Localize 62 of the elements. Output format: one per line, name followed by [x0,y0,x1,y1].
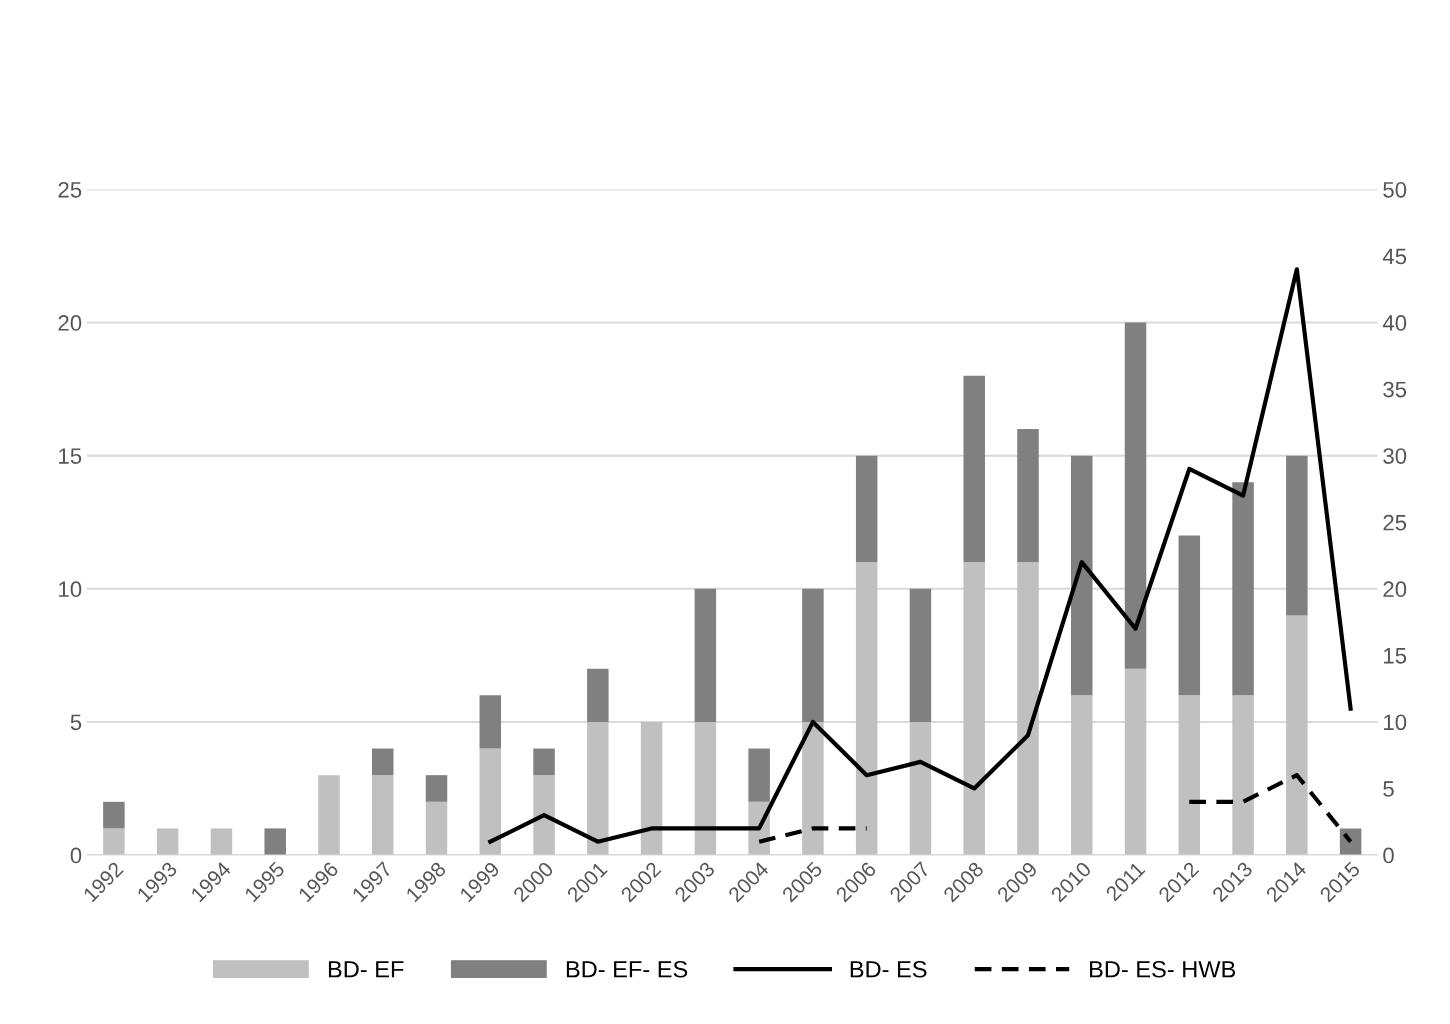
bar [425,775,448,802]
bar [802,588,824,722]
legend-label: BD- EF- ES [566,960,688,978]
bar [103,828,125,856]
bar [748,748,770,802]
bar [479,748,502,856]
y2-tick-label: 10 [1384,714,1407,731]
bar [371,748,394,776]
bar [264,828,286,856]
y2-tick-label: 30 [1383,448,1407,464]
legend-label: BD- EF [328,961,404,978]
y2-tick-label: 20 [1383,581,1407,598]
bar [156,828,179,856]
legend-label: BD- ES- HWB [1090,960,1236,978]
bar [425,801,448,856]
bar [479,695,502,749]
bar [1232,482,1254,696]
bar [1017,429,1039,563]
bar [103,801,125,829]
bar [1124,322,1147,669]
bar [855,562,878,856]
bar [371,775,394,856]
bar [533,748,555,776]
bar [694,588,717,722]
y-tick-label: 25 [58,181,82,198]
bar [909,721,932,856]
y2-tick-label: 5 [1383,781,1394,797]
bar [1178,695,1201,856]
y-tick-label: 5 [70,714,82,731]
bar [963,375,985,563]
bar [1071,695,1093,856]
y2-tick-label: 15 [1384,648,1407,664]
bar [1124,668,1147,856]
bar [1017,562,1039,856]
bar [855,455,878,563]
bar [533,775,555,856]
bar [909,588,932,722]
bar [587,668,609,722]
bar [318,775,340,856]
y-tick-label: 0 [70,847,82,864]
y-tick-label: 15 [59,448,82,464]
bar [1232,695,1254,856]
y2-tick-label: 25 [1383,514,1407,531]
y2-tick-label: 0 [1383,847,1394,864]
line-series [488,267,1353,844]
bar [694,721,717,856]
bar [1286,455,1308,616]
bar [210,828,233,856]
bar [963,562,985,856]
y-tick-label: 10 [59,581,82,598]
y2-tick-label: 40 [1382,315,1407,331]
y2-tick-label: 45 [1382,248,1407,265]
y-tick-label: 20 [58,315,82,331]
bar [640,721,663,856]
bar [1178,535,1201,696]
legend-label: BD- ES [850,960,927,978]
bar [1071,455,1093,696]
y2-tick-label: 50 [1383,181,1407,198]
bar [587,721,609,856]
bar [1286,615,1308,856]
bar [802,721,824,856]
y2-tick-label: 35 [1383,381,1407,398]
